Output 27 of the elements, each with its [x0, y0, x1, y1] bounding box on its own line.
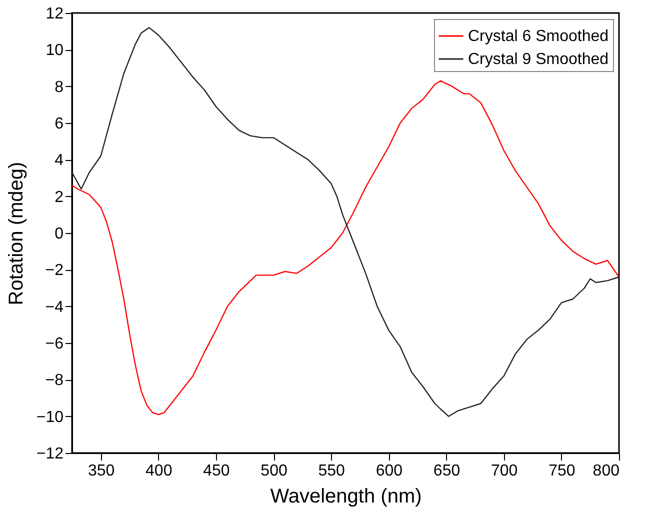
y-tick-label: −10 [36, 408, 64, 426]
y-tick-label: 8 [54, 78, 64, 96]
x-tick-label: 400 [146, 462, 172, 480]
y-axis-title: Rotation (mdeg) [5, 162, 28, 306]
y-tick-label: 6 [54, 116, 64, 132]
x-tick-label: 700 [490, 462, 518, 480]
x-tick-label: 600 [376, 462, 403, 480]
y-tick-label: 0 [54, 226, 64, 242]
y-tick-label: −2 [45, 262, 64, 280]
x-tick-label: 800 [592, 462, 620, 480]
y-tick-label: 4 [54, 152, 64, 170]
x-tick-label: 750 [548, 462, 576, 480]
x-tick-label: 650 [433, 462, 460, 480]
y-tick-label: −4 [45, 298, 64, 316]
y-tick-label: 2 [54, 188, 64, 206]
legend-label: Crystal 9 Smoothed [468, 51, 609, 68]
x-tick-label: 550 [318, 462, 346, 480]
x-tick-label: 500 [260, 462, 288, 480]
y-tick-label: 12 [46, 6, 64, 22]
x-tick-label: 350 [88, 462, 115, 480]
y-tick-label: −8 [45, 372, 64, 390]
y-tick-label: 10 [46, 42, 64, 60]
x-tick-label: 450 [203, 462, 230, 480]
x-axis-title: Wavelength (nm) [270, 486, 422, 508]
y-tick-label: −12 [36, 446, 64, 462]
legend-label: Crystal 6 Smoothed [468, 28, 609, 45]
y-tick-label: −6 [45, 336, 64, 352]
